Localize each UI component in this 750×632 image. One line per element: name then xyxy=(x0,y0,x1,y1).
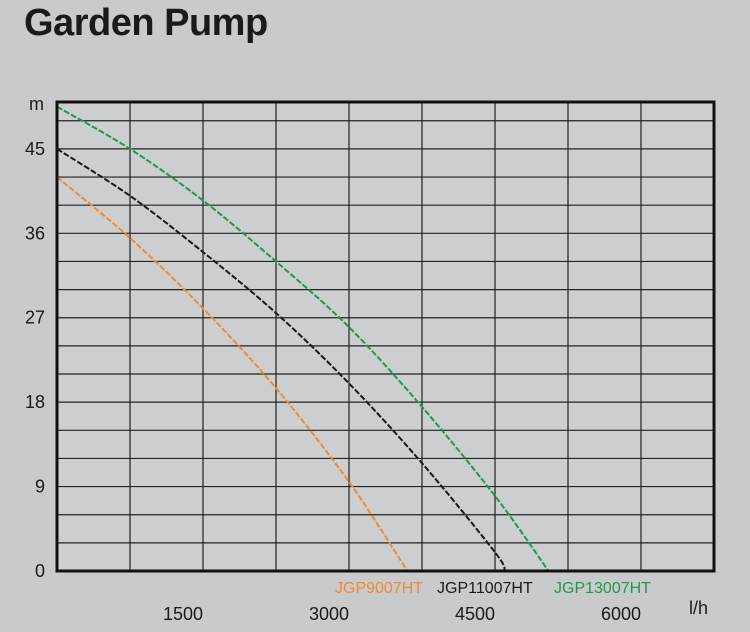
legend-entry-jgp9007ht: JGP9007HT xyxy=(335,580,423,597)
y-tick-label: 36 xyxy=(25,223,45,243)
series-line-jgp11007ht xyxy=(56,148,506,572)
legend-entry-jgp11007ht: JGP11007HT xyxy=(437,580,533,597)
y-tick-label: 0 xyxy=(35,561,45,581)
x-tick-labels: 1500 3000 4500 6000 xyxy=(163,604,641,624)
grid xyxy=(57,102,714,571)
x-tick-label: 3000 xyxy=(309,604,349,624)
x-axis-unit-label: l/h xyxy=(689,598,708,618)
series-line-jgp13007ht xyxy=(56,105,550,572)
y-tick-label: 27 xyxy=(25,308,45,328)
y-tick-label: 9 xyxy=(35,477,45,497)
series-lines xyxy=(56,105,550,572)
y-axis-unit-label: m xyxy=(29,94,44,114)
x-tick-label: 6000 xyxy=(601,604,641,624)
plot-area xyxy=(57,102,714,571)
chart-title: Garden Pump xyxy=(24,2,268,44)
series-line-jgp9007ht xyxy=(56,176,409,572)
legend-entry-jgp13007ht: JGP13007HT xyxy=(554,580,651,597)
legend: JGP9007HT JGP11007HT JGP13007HT xyxy=(335,580,651,597)
plot-frame xyxy=(55,100,716,573)
x-tick-label: 4500 xyxy=(455,604,495,624)
y-tick-label: 45 xyxy=(25,139,45,159)
x-tick-label: 1500 xyxy=(163,604,203,624)
y-tick-labels: 0 9 18 27 36 45 xyxy=(25,139,45,581)
y-tick-label: 18 xyxy=(25,392,45,412)
